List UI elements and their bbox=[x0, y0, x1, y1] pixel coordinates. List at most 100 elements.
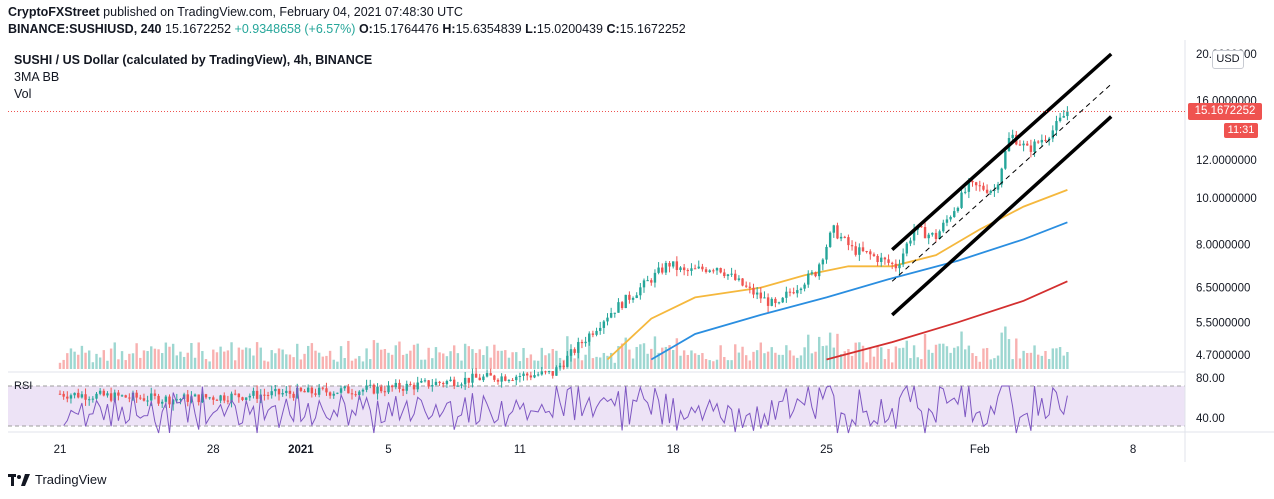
volume-bar bbox=[438, 352, 441, 369]
candle-body bbox=[865, 251, 868, 253]
volume-bar bbox=[584, 354, 587, 369]
candle-body bbox=[996, 184, 1000, 190]
candle-body bbox=[124, 395, 127, 398]
candle-body bbox=[453, 379, 456, 387]
volume-bar bbox=[697, 354, 700, 369]
symbol-ohlc-line: BINANCE:SUSHIUSD, 240 15.1672252 +0.9348… bbox=[8, 22, 686, 36]
candle-body bbox=[303, 390, 306, 393]
candle-body bbox=[394, 382, 397, 388]
price-axis: 20.000000016.000000012.000000010.0000000… bbox=[1196, 49, 1257, 362]
volume-bar bbox=[453, 345, 456, 369]
volume-bar bbox=[471, 349, 474, 369]
candle-body bbox=[712, 270, 715, 272]
volume-bar bbox=[412, 344, 416, 369]
candle-body bbox=[562, 365, 565, 367]
channel-mid-line bbox=[891, 83, 1112, 282]
volume-bar bbox=[193, 357, 197, 369]
candle-body bbox=[522, 373, 525, 376]
candle-body bbox=[810, 272, 814, 274]
publisher-name[interactable]: CryptoFXStreet bbox=[8, 5, 100, 19]
volume-bar bbox=[796, 357, 799, 369]
candle-body bbox=[482, 376, 485, 381]
candle-body bbox=[985, 189, 989, 193]
volume-bar bbox=[109, 348, 113, 369]
low-value: 15.0200439 bbox=[536, 22, 603, 36]
price-tick-label: 4.7000000 bbox=[1196, 350, 1250, 362]
volume-bar bbox=[380, 349, 383, 369]
volume-bar bbox=[763, 353, 766, 369]
candle-body bbox=[266, 394, 270, 396]
candle-body bbox=[387, 385, 390, 393]
volume-bar bbox=[168, 346, 171, 369]
candle-body bbox=[551, 371, 554, 376]
candle-body bbox=[883, 257, 887, 260]
candle-body bbox=[850, 245, 854, 247]
candle-body bbox=[777, 302, 781, 304]
volume-bar bbox=[409, 350, 412, 369]
candle-body bbox=[953, 211, 956, 217]
volume-bar bbox=[299, 359, 303, 369]
volume-bar bbox=[171, 343, 175, 369]
volume-bar bbox=[752, 351, 755, 369]
candle-body bbox=[555, 367, 558, 376]
high-value: 15.6354839 bbox=[455, 22, 522, 36]
volume-bar bbox=[146, 351, 149, 369]
volume-bar bbox=[923, 334, 927, 369]
candle-body bbox=[1011, 134, 1014, 138]
volume-bar bbox=[971, 353, 974, 369]
volume-bar bbox=[526, 357, 529, 369]
candle-body bbox=[737, 278, 741, 280]
candle-body bbox=[766, 297, 770, 306]
volume-bar bbox=[828, 332, 832, 369]
rsi-legend[interactable]: RSI bbox=[14, 380, 33, 392]
tradingview-brand[interactable]: TradingView bbox=[8, 472, 107, 487]
candle-body bbox=[927, 234, 930, 239]
candle-body bbox=[416, 382, 419, 390]
volume-bar bbox=[328, 350, 332, 369]
candle-body bbox=[693, 268, 697, 270]
volume-bar bbox=[204, 359, 208, 369]
candle-body bbox=[456, 385, 460, 387]
candle-body bbox=[358, 391, 361, 396]
candle-body bbox=[719, 268, 722, 273]
volume-bar bbox=[704, 359, 708, 369]
volume-bar bbox=[234, 360, 237, 369]
volume-bar bbox=[387, 352, 390, 369]
candle-body bbox=[1022, 143, 1025, 146]
candle-body bbox=[146, 400, 149, 402]
volume-bar bbox=[376, 342, 379, 369]
candle-body bbox=[978, 185, 981, 187]
candle-body bbox=[241, 397, 244, 400]
volume-bar bbox=[989, 359, 992, 369]
volume-bar bbox=[128, 353, 131, 369]
candle-body bbox=[69, 395, 73, 399]
volume-bar bbox=[212, 349, 215, 369]
symbol-label: BINANCE:SUSHIUSD, 240 bbox=[8, 22, 162, 36]
volume-bar bbox=[135, 343, 138, 369]
indicator-legend[interactable]: 3MA BB bbox=[14, 70, 60, 84]
candle-body bbox=[500, 376, 503, 382]
volume-bar bbox=[442, 353, 445, 369]
volume-bar bbox=[84, 352, 87, 369]
candle-body bbox=[201, 394, 204, 403]
price-tick-label: 5.5000000 bbox=[1196, 317, 1250, 329]
candle-body bbox=[956, 207, 960, 212]
volume-bar bbox=[843, 351, 846, 369]
volume-bar bbox=[956, 346, 960, 369]
volume-bar bbox=[456, 353, 460, 369]
current-price-tag: 15.1672252 bbox=[1188, 103, 1262, 120]
candle-body bbox=[120, 395, 124, 397]
time-axis: 21 28 2021 5 11 18 25 Feb 8 bbox=[54, 444, 1137, 456]
volume-bar bbox=[657, 352, 660, 369]
candle-body bbox=[215, 399, 219, 401]
volume-bar bbox=[460, 360, 463, 369]
volume-bar bbox=[303, 353, 306, 369]
candle-body bbox=[347, 386, 350, 394]
candle-body bbox=[193, 394, 197, 397]
candle-body bbox=[317, 387, 321, 395]
candle-body bbox=[150, 393, 153, 401]
volume-legend[interactable]: Vol bbox=[14, 87, 32, 101]
currency-button[interactable]: USD bbox=[1212, 50, 1244, 69]
volume-bar bbox=[529, 354, 533, 369]
price-tick-label: 10.0000000 bbox=[1196, 193, 1257, 205]
